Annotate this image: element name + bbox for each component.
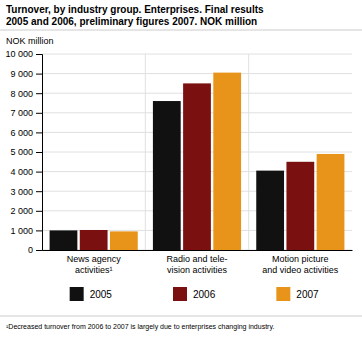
bars [50,73,345,250]
tick: 5 000 [10,147,42,157]
bar [317,154,345,250]
tick: 3 000 [10,187,42,197]
tick-label: 9 000 [10,69,33,79]
axis-line [36,55,43,251]
legend-label: 2005 [90,289,113,300]
tick-mark [36,54,42,55]
tick: 10 000 [5,49,42,59]
chart: Turnover, by industry group. Enterprises… [0,0,362,338]
tick: Radio and tele-vision activities [166,250,227,275]
grid-line [42,54,352,55]
bar [183,83,211,250]
title-line: 2005 and 2006, preliminary figures 2007.… [6,16,257,27]
title: Turnover, by industry group. Enterprises… [6,4,264,27]
tick-mark [36,152,42,153]
tick-mark [36,191,42,192]
tick-label-line: Radio and tele- [166,254,227,264]
bar [50,230,78,250]
tick-label: Motion pictureand video activities [262,254,339,275]
bar [256,171,284,250]
footnote: ¹Decreased turnover from 2006 to 2007 is… [6,323,274,331]
tick: 1 000 [10,226,42,236]
tick: 2 000 [10,206,42,216]
legend: 2005 2006 2007 [70,287,319,301]
plot: 0 1 000 2 000 3 000 4 000 5 000 6 000 7 000 8 00… [5,49,352,275]
tick-label: 5 000 [10,147,33,157]
legend-swatch [173,287,187,301]
legend-label: 2007 [296,289,319,300]
tick-label: 8 000 [10,89,33,99]
bar [80,230,108,250]
tick-label-line: vision activities [167,265,228,275]
bar [213,73,241,250]
bar-series [80,83,314,250]
legend-item: 2005 [70,287,113,301]
bar-series [50,101,284,250]
tick-label: 4 000 [10,167,33,177]
group-dividers [145,54,248,250]
legend-swatch [70,287,84,301]
tick-label-line: activities¹ [75,265,113,275]
y-axis: 0 1 000 2 000 3 000 4 000 5 000 6 000 7 000 8 00… [5,49,42,255]
tick-mark [36,250,42,251]
tick: 6 000 [10,128,42,138]
bar [153,101,181,250]
tick-mark [36,93,42,94]
tick-mark [36,113,42,114]
tick-label: 6 000 [10,128,33,138]
tick-label-line: News agency [67,254,122,264]
tick: Motion pictureand video activities [262,250,339,275]
tick-label-line: Motion picture [272,254,329,264]
axis-line [43,250,353,251]
tick-mark [36,132,42,133]
tick-label-line: and video activities [262,265,339,275]
tick: 8 000 [10,89,42,99]
legend-item: 2007 [276,287,319,301]
tick-label: 2 000 [10,206,33,216]
separator [0,30,362,31]
grid [42,54,352,250]
tick-label: 0 [28,245,33,255]
tick-label: 10 000 [5,49,33,59]
legend-item: 2006 [173,287,216,301]
y-axis-label: NOK million [6,36,54,46]
tick-label: 7 000 [10,108,33,118]
tick: 9 000 [10,69,42,79]
tick-mark [36,211,42,212]
legend-swatch [276,287,290,301]
tick-mark [36,230,42,231]
group-divider [145,54,146,250]
tick: 0 [28,245,42,255]
tick-label: 1 000 [10,226,33,236]
separator [0,316,362,317]
tick-label: Radio and tele-vision activities [166,254,227,275]
bar [110,231,138,250]
group-divider [248,54,249,250]
tick-mark [36,172,42,173]
tick-label: 3 000 [10,187,33,197]
legend-label: 2006 [193,289,216,300]
tick-mark [36,74,42,75]
bar-series [110,73,344,250]
title-line: Turnover, by industry group. Enterprises… [6,4,264,15]
tick-label: News agencyactivities¹ [67,254,122,275]
x-axis: News agencyactivities¹ Radio and tele-vis… [43,250,353,275]
grid-line [42,73,352,74]
bar [286,162,314,250]
tick: News agencyactivities¹ [67,250,122,275]
tick: 7 000 [10,108,42,118]
tick: 4 000 [10,167,42,177]
